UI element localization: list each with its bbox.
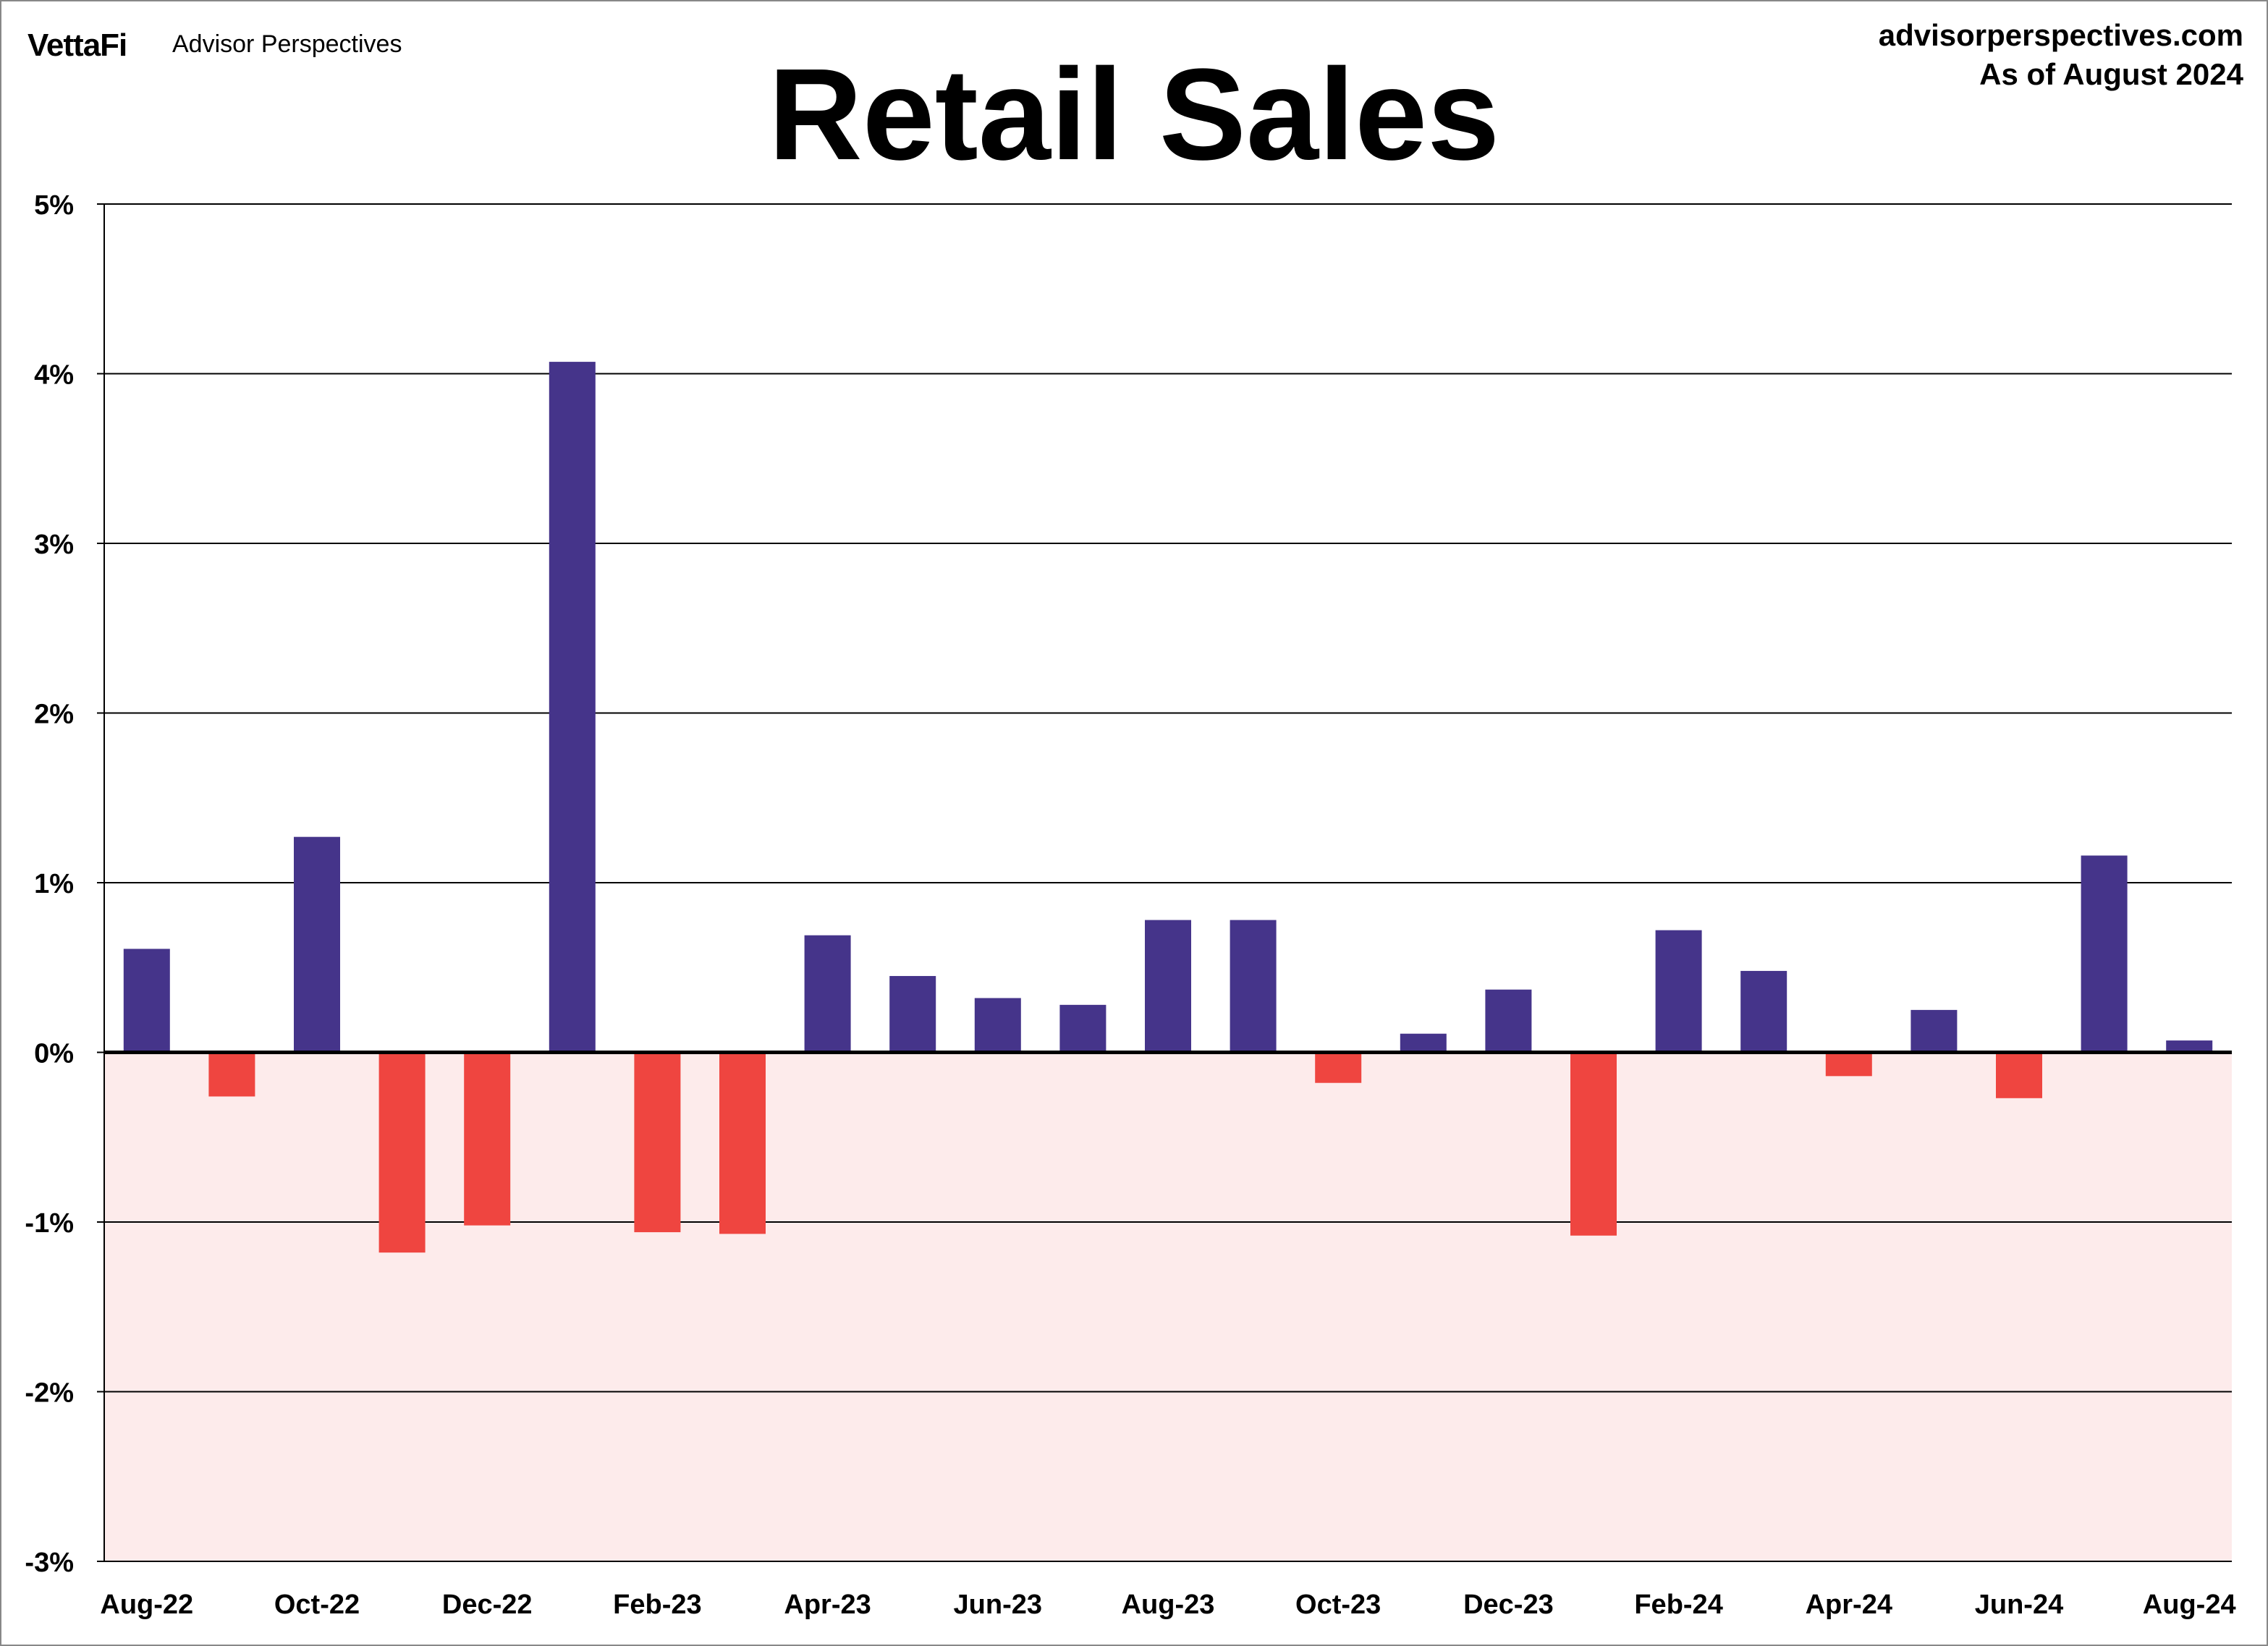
x-tick-label: Dec-23 [1463, 1590, 1554, 1620]
vettafi-logo: VettaFi [27, 27, 127, 63]
bar-May-24 [1911, 1009, 1958, 1053]
bar-Oct-22 [294, 836, 340, 1053]
y-tick-label: 3% [34, 530, 74, 560]
bar-Jul-23 [1059, 1004, 1107, 1053]
x-tick-label: Dec-22 [442, 1590, 533, 1620]
y-tick-label: 2% [34, 700, 74, 730]
x-tick-label: Jun-23 [954, 1590, 1042, 1620]
bar-Jan-24 [1570, 1052, 1617, 1236]
bar-May-23 [889, 975, 936, 1053]
bar-Mar-23 [719, 1052, 766, 1234]
y-tick-label: -1% [25, 1208, 74, 1239]
y-tick-label: -3% [25, 1548, 74, 1578]
bar-Sep-23 [1230, 920, 1277, 1053]
bar-Apr-24 [1825, 1052, 1872, 1077]
y-tick-label: 4% [34, 360, 74, 391]
bar-Aug-23 [1145, 920, 1191, 1053]
bar-Nov-23 [1400, 1033, 1447, 1053]
chart-title: Retail Sales [768, 42, 1500, 187]
x-tick-label: Feb-24 [1634, 1590, 1722, 1620]
y-tick-label: 0% [34, 1039, 74, 1069]
bar-Nov-22 [378, 1052, 426, 1253]
x-tick-label: Oct-23 [1295, 1590, 1381, 1620]
bar-Aug-22 [123, 949, 170, 1053]
source-info: advisorperspectives.com As of August 202… [1879, 16, 2243, 94]
bar-Apr-23 [804, 935, 851, 1053]
bar-Feb-23 [634, 1052, 681, 1233]
bar-Jan-23 [549, 362, 596, 1053]
bar-Sep-22 [208, 1052, 255, 1097]
as-of-date: As of August 2024 [1979, 57, 2243, 91]
x-tick-label: Aug-22 [100, 1590, 193, 1620]
bar-Mar-24 [1740, 970, 1787, 1053]
bar-Jun-24 [1996, 1052, 2042, 1098]
y-tick-label: 5% [34, 190, 74, 221]
x-tick-label: Apr-23 [784, 1590, 871, 1620]
bar-Dec-22 [464, 1052, 511, 1226]
x-tick-label: Oct-22 [274, 1590, 360, 1620]
bar-Jun-23 [974, 998, 1021, 1053]
x-tick-label: Aug-24 [2143, 1590, 2236, 1620]
bar-Jul-24 [2081, 855, 2128, 1053]
bar-Oct-23 [1315, 1052, 1362, 1083]
y-tick-label: 1% [34, 869, 74, 899]
site-url: advisorperspectives.com [1878, 18, 2243, 52]
bar-Dec-23 [1485, 989, 1532, 1053]
bar-Aug-24 [2166, 1040, 2213, 1053]
bar-Feb-24 [1655, 930, 1702, 1053]
x-tick-label: Jun-24 [1975, 1590, 2063, 1620]
brand-name: Advisor Perspectives [172, 30, 402, 58]
x-tick-label: Feb-23 [613, 1590, 701, 1620]
x-tick-label: Aug-23 [1122, 1590, 1215, 1620]
x-tick-label: Apr-24 [1806, 1590, 1892, 1620]
y-tick-label: -2% [25, 1378, 74, 1409]
negative-region [104, 1052, 2232, 1561]
